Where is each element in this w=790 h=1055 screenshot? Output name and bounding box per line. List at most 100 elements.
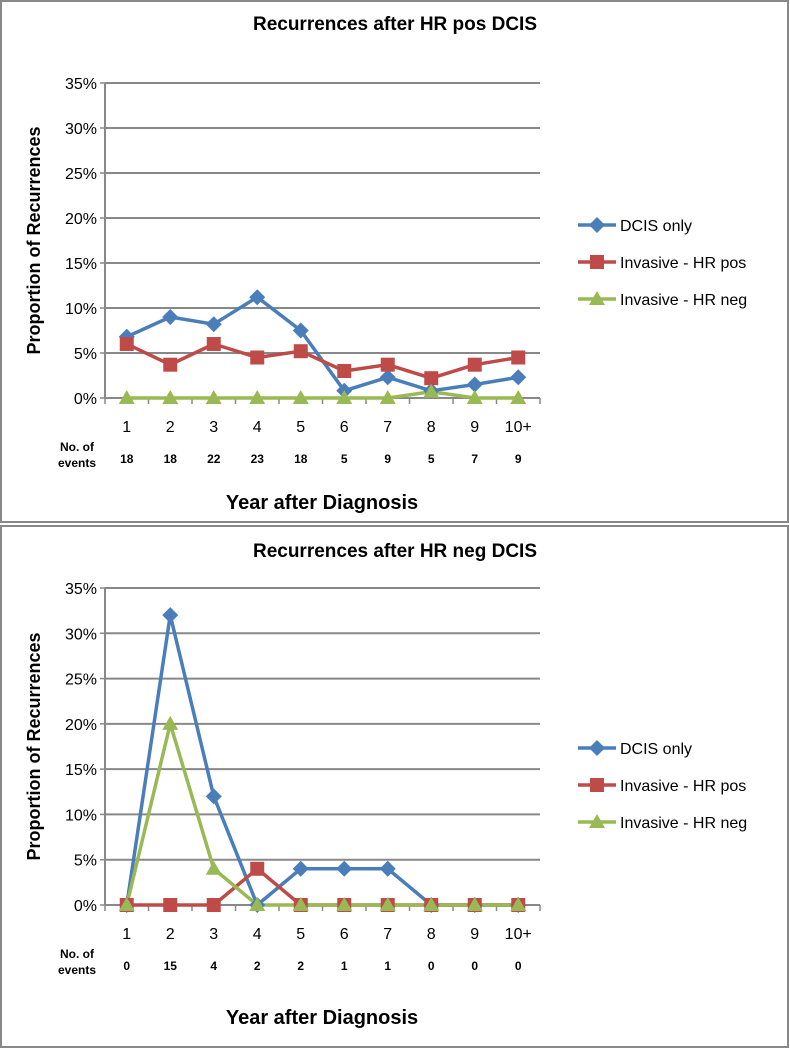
legend-marker xyxy=(590,778,604,792)
events-count: 5 xyxy=(341,452,348,466)
events-count: 2 xyxy=(254,959,261,973)
x-tick-label: 2 xyxy=(166,419,175,436)
x-tick-label: 8 xyxy=(427,419,436,436)
events-count: 2 xyxy=(297,959,304,973)
y-tick-label: 30% xyxy=(65,121,97,138)
chart-title: Recurrences after HR neg DCIS xyxy=(253,541,537,562)
y-tick-label: 0% xyxy=(74,391,97,408)
events-count: 18 xyxy=(120,452,134,466)
legend-label: Invasive - HR neg xyxy=(620,815,747,832)
data-point xyxy=(379,369,396,386)
y-tick-label: 10% xyxy=(65,301,97,318)
legend-marker xyxy=(589,217,605,233)
data-point xyxy=(118,897,135,911)
data-point xyxy=(250,861,265,876)
y-tick-label: 35% xyxy=(65,581,97,598)
data-point xyxy=(336,860,353,877)
x-tick-label: 1 xyxy=(122,419,131,436)
legend-item: Invasive - HR neg xyxy=(578,291,747,309)
events-label-line1: No. of xyxy=(60,440,95,454)
data-point xyxy=(205,316,222,333)
data-point xyxy=(119,337,134,351)
events-label-line1: No. of xyxy=(60,947,95,961)
events-count: 0 xyxy=(123,959,130,973)
series-invasive-hr-pos xyxy=(125,342,519,380)
legend-marker xyxy=(589,291,605,305)
events-count: 5 xyxy=(428,452,435,466)
data-point xyxy=(380,357,395,372)
data-point xyxy=(162,309,179,325)
events-count: 22 xyxy=(207,452,221,466)
legend-item: Invasive - HR pos xyxy=(578,778,746,795)
events-count: 1 xyxy=(384,959,391,973)
data-point xyxy=(163,898,178,912)
series-line xyxy=(126,389,519,400)
x-axis-title: Year after Diagnosis xyxy=(226,1007,418,1029)
y-tick-label: 20% xyxy=(65,717,97,734)
legend-item: DCIS only xyxy=(578,217,692,235)
legend-label: DCIS only xyxy=(620,218,692,235)
data-point xyxy=(336,897,353,911)
events-count: 0 xyxy=(428,959,435,973)
data-point xyxy=(292,322,309,339)
data-point xyxy=(423,897,440,911)
y-tick-label: 15% xyxy=(65,256,97,273)
x-tick-label: 4 xyxy=(253,926,262,943)
data-point xyxy=(205,788,222,805)
legend-label: Invasive - HR pos xyxy=(620,778,746,795)
y-axis-title: Proportion of Recurrences xyxy=(24,632,44,860)
events-count: 0 xyxy=(471,959,478,973)
x-tick-label: 10+ xyxy=(505,926,532,943)
data-point xyxy=(510,390,527,404)
events-count: 18 xyxy=(294,452,308,466)
y-tick-label: 25% xyxy=(65,672,97,689)
chart-panel-2: Recurrences after HR neg DCIS 0% 5% 10% 15% 2… xyxy=(0,525,789,1048)
y-tick-label: 5% xyxy=(74,346,97,363)
series-line xyxy=(125,722,519,907)
data-point xyxy=(467,357,482,372)
data-point xyxy=(379,860,396,877)
chart-title: Recurrences after HR pos DCIS xyxy=(253,14,537,35)
data-point xyxy=(424,371,439,386)
events-count: 9 xyxy=(515,452,522,466)
data-point xyxy=(336,390,353,404)
events-count: 18 xyxy=(164,452,178,466)
data-point xyxy=(337,364,352,378)
panel-border xyxy=(0,525,789,1048)
y-tick-label: 0% xyxy=(74,898,97,915)
data-point xyxy=(163,357,178,372)
legend-label: DCIS only xyxy=(620,741,692,758)
y-tick-label: 5% xyxy=(74,853,97,870)
data-point xyxy=(379,390,396,404)
chart-panel-1: Recurrences after HR pos DCIS 0% 5% 10% 15% 2… xyxy=(0,0,789,523)
x-tick-label: 7 xyxy=(383,926,392,943)
data-point xyxy=(206,898,221,912)
data-point xyxy=(249,897,266,911)
x-tick-label: 3 xyxy=(209,926,218,943)
x-tick-label: 6 xyxy=(340,926,349,943)
events-count: 1 xyxy=(341,959,348,973)
data-point xyxy=(423,383,440,398)
data-point xyxy=(466,390,483,404)
data-point xyxy=(466,897,483,911)
data-point xyxy=(510,897,527,911)
x-tick-label: 3 xyxy=(209,419,218,436)
x-tick-label: 8 xyxy=(427,926,436,943)
y-axis-title: Proportion of Recurrences xyxy=(24,126,44,354)
data-point xyxy=(293,344,308,359)
data-point xyxy=(162,607,179,624)
x-axis-title: Year after Diagnosis xyxy=(226,492,418,514)
x-tick-label: 7 xyxy=(383,419,392,436)
data-point xyxy=(205,860,222,875)
data-point xyxy=(249,390,266,404)
events-count: 15 xyxy=(164,959,178,973)
panel-border xyxy=(0,0,789,523)
data-point xyxy=(511,350,526,365)
events-count: 7 xyxy=(471,452,478,466)
x-tick-label: 2 xyxy=(166,926,175,943)
events-label-line2: events xyxy=(58,963,96,977)
x-tick-label: 6 xyxy=(340,419,349,436)
x-tick-label: 5 xyxy=(296,926,305,943)
legend-marker xyxy=(589,814,605,828)
series-markers xyxy=(118,383,527,404)
